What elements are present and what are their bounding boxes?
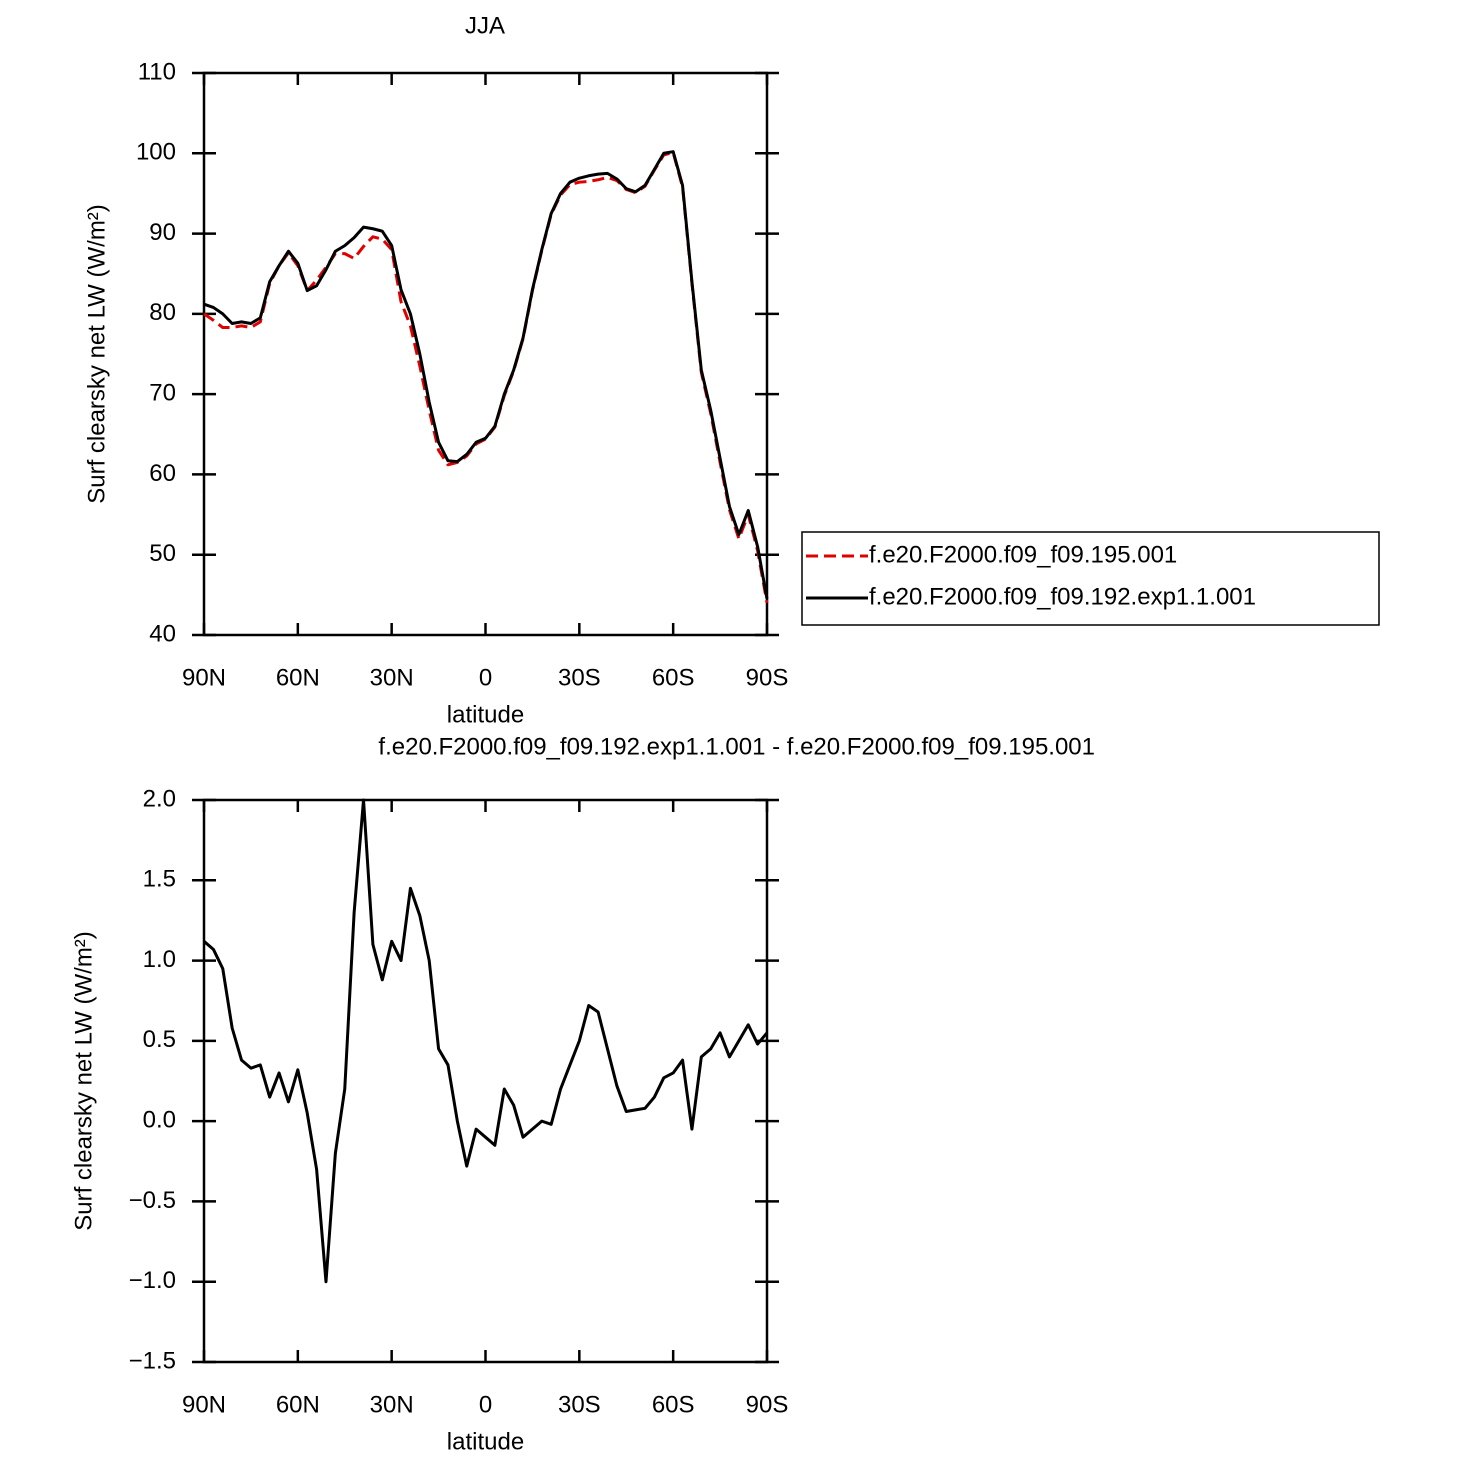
x-tick-label: 60S (652, 664, 695, 691)
y-tick-label: 90 (149, 219, 176, 246)
x-tick-label: 90N (182, 1391, 226, 1418)
x-tick-label: 60N (276, 664, 320, 691)
y-tick-label: 80 (149, 299, 176, 326)
x-tick-label: 30N (370, 1391, 414, 1418)
x-tick-label: 90S (746, 1391, 789, 1418)
y-tick-label: 40 (149, 620, 176, 647)
y-tick-label: 2.0 (143, 785, 176, 812)
x-axis-label: latitude (447, 701, 524, 728)
x-tick-label: 30S (558, 1391, 601, 1418)
legend-label: f.e20.F2000.f09_f09.195.001 (869, 541, 1177, 568)
y-tick-label: 60 (149, 460, 176, 487)
legend-label: f.e20.F2000.f09_f09.192.exp1.1.001 (869, 583, 1256, 610)
x-tick-label: 0 (479, 664, 492, 691)
plot-frame (202, 798, 769, 1364)
y-tick-label: 50 (149, 540, 176, 567)
y-tick-label: −0.5 (129, 1187, 176, 1214)
data-line (203, 798, 769, 1284)
y-axis-label: Surf clearsky net LW (W/m²) (70, 931, 97, 1231)
y-tick-label: −1.5 (129, 1347, 176, 1374)
x-tick-label: 60S (652, 1391, 695, 1418)
y-tick-label: 110 (138, 58, 176, 85)
y-tick-label: 70 (149, 379, 176, 406)
data-line (203, 150, 769, 600)
x-tick-label: 90S (746, 664, 789, 691)
y-axis-label: Surf clearsky net LW (W/m²) (83, 204, 110, 504)
y-tick-label: 1.5 (143, 866, 176, 893)
y-tick-label: 100 (136, 139, 176, 166)
x-tick-label: 90N (182, 664, 226, 691)
x-tick-label: 30S (558, 664, 601, 691)
plot-frame (202, 71, 769, 637)
x-tick-label: 60N (276, 1391, 320, 1418)
x-axis-label: latitude (447, 1428, 524, 1455)
x-tick-label: 30N (370, 664, 414, 691)
y-tick-label: 0.0 (143, 1106, 176, 1133)
y-tick-label: 1.0 (143, 946, 176, 973)
legend-box (801, 531, 1380, 626)
chart-title: f.e20.F2000.f09_f09.192.exp1.1.001 - f.e… (378, 733, 1095, 760)
x-tick-label: 0 (479, 1391, 492, 1418)
chart-title: JJA (465, 12, 505, 39)
data-line (203, 150, 769, 604)
y-tick-label: −1.0 (129, 1267, 176, 1294)
y-tick-label: 0.5 (143, 1026, 176, 1053)
